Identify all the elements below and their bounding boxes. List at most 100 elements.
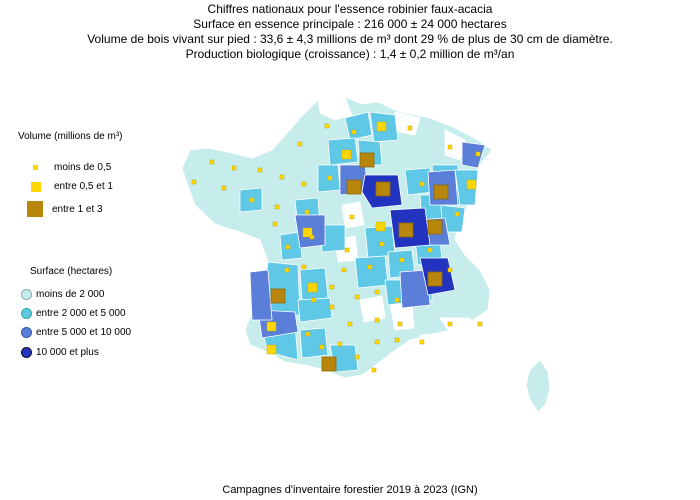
volume-marker-small <box>347 321 353 327</box>
legend-surface-title: Surface (hectares) <box>30 266 113 277</box>
volume-marker-small <box>475 151 481 157</box>
title-line-3: Volume de bois vivant sur pied : 33,6 ± … <box>87 32 613 46</box>
volume-marker-small <box>374 289 380 295</box>
volume-marker-small <box>297 141 303 147</box>
legend-surface-item: moins de 2 000 <box>21 289 104 300</box>
volume-marker-medium <box>266 321 277 332</box>
volume-marker-medium <box>466 179 477 190</box>
volume-swatch-medium <box>31 181 41 192</box>
legend-surface-label: moins de 2 000 <box>36 289 105 300</box>
volume-marker-small <box>447 267 453 273</box>
volume-marker-small <box>304 209 310 215</box>
volume-marker-small <box>324 123 330 129</box>
volume-marker-small <box>394 337 400 343</box>
volume-marker-large <box>433 184 449 200</box>
dept-surface-2000-5000 <box>279 231 303 261</box>
volume-swatch-large <box>27 201 43 217</box>
volume-marker-large <box>427 271 443 287</box>
volume-marker-medium <box>376 121 387 132</box>
volume-marker-small <box>257 167 263 173</box>
volume-marker-small <box>329 284 335 290</box>
surface-swatch-10000-plus <box>21 347 32 358</box>
volume-marker-small <box>311 297 317 303</box>
volume-marker-medium <box>375 221 386 232</box>
volume-marker-large <box>321 356 337 372</box>
volume-marker-medium <box>341 149 352 160</box>
volume-marker-small <box>279 174 285 180</box>
volume-marker-medium <box>307 282 318 293</box>
volume-marker-large <box>346 179 362 195</box>
volume-marker-small <box>374 339 380 345</box>
legend-volume-label: moins de 0,5 <box>54 162 112 173</box>
legend-surface-item: entre 2 000 et 5 000 <box>21 308 126 319</box>
volume-marker-small <box>231 165 237 171</box>
surface-swatch-lt2000 <box>21 289 32 300</box>
volume-marker-small <box>367 264 373 270</box>
volume-marker-medium <box>266 344 277 355</box>
title-line-1: Chiffres nationaux pour l'essence robini… <box>207 2 493 16</box>
map-footer: Campagnes d'inventaire forestier 2019 à … <box>222 484 478 496</box>
volume-marker-small <box>305 331 311 337</box>
legend-surface-label: entre 5 000 et 10 000 <box>36 327 132 338</box>
corsica <box>525 359 551 413</box>
volume-marker-small <box>354 294 360 300</box>
volume-swatch-small <box>33 165 38 170</box>
legend-volume-title: Volume (millions de m³) <box>18 131 123 142</box>
legend-volume-label: entre 0,5 et 1 <box>54 181 113 192</box>
dept-nodata <box>317 96 353 121</box>
legend-volume-item: entre 0,5 et 1 <box>30 181 113 192</box>
volume-marker-small <box>249 197 255 203</box>
volume-marker-small <box>351 129 357 135</box>
legend-surface-item: 10 000 et plus <box>21 347 99 358</box>
dept-surface-2000-5000 <box>454 169 479 206</box>
dept-nodata <box>444 129 466 161</box>
volume-marker-small <box>419 339 425 345</box>
volume-marker-small <box>329 304 335 310</box>
legend-volume-label: entre 1 et 3 <box>52 203 103 215</box>
volume-marker-medium <box>302 227 313 238</box>
dept-nodata <box>359 295 386 323</box>
volume-marker-small <box>319 344 325 350</box>
volume-marker-small <box>349 214 355 220</box>
volume-marker-small <box>397 321 403 327</box>
volume-marker-small <box>337 341 343 347</box>
dept-surface-2000-5000 <box>299 327 329 359</box>
dept-surface-5000-10000 <box>399 269 431 309</box>
title-line-2: Surface en essence principale : 216 000 … <box>193 17 507 31</box>
dept-surface-5000-10000 <box>461 141 486 169</box>
volume-marker-small <box>354 354 360 360</box>
legend-surface-label: 10 000 et plus <box>36 347 99 358</box>
volume-marker-small <box>447 321 453 327</box>
dept-surface-5000-10000 <box>249 269 273 321</box>
volume-marker-small <box>344 247 350 253</box>
volume-marker-small <box>341 267 347 273</box>
volume-marker-small <box>477 321 483 327</box>
legend-surface-item: entre 5 000 et 10 000 <box>21 327 131 338</box>
volume-marker-small <box>327 175 333 181</box>
map-header: Chiffres nationaux pour l'essence robini… <box>0 2 700 62</box>
dept-surface-2000-5000 <box>297 297 333 323</box>
volume-marker-small <box>301 264 307 270</box>
volume-marker-small <box>272 221 278 227</box>
volume-marker-small <box>379 241 385 247</box>
volume-marker-small <box>419 181 425 187</box>
volume-marker-small <box>285 244 291 250</box>
dept-nodata <box>417 332 441 351</box>
legend-volume-item: entre 1 et 3 <box>27 201 103 217</box>
volume-marker-small <box>191 179 197 185</box>
volume-marker-small <box>427 247 433 253</box>
dept-surface-2000-5000 <box>354 255 389 289</box>
volume-marker-small <box>454 211 460 217</box>
volume-marker-small <box>371 367 377 373</box>
volume-marker-small <box>394 297 400 303</box>
volume-marker-small <box>301 181 307 187</box>
legend-surface-label: entre 2 000 et 5 000 <box>36 308 126 319</box>
volume-marker-small <box>407 125 413 131</box>
volume-marker-large <box>398 222 414 238</box>
volume-marker-large <box>359 152 375 168</box>
volume-marker-large <box>270 288 286 304</box>
surface-swatch-5000-10000 <box>21 327 32 338</box>
volume-marker-large <box>427 219 443 235</box>
volume-marker-small <box>399 257 405 263</box>
